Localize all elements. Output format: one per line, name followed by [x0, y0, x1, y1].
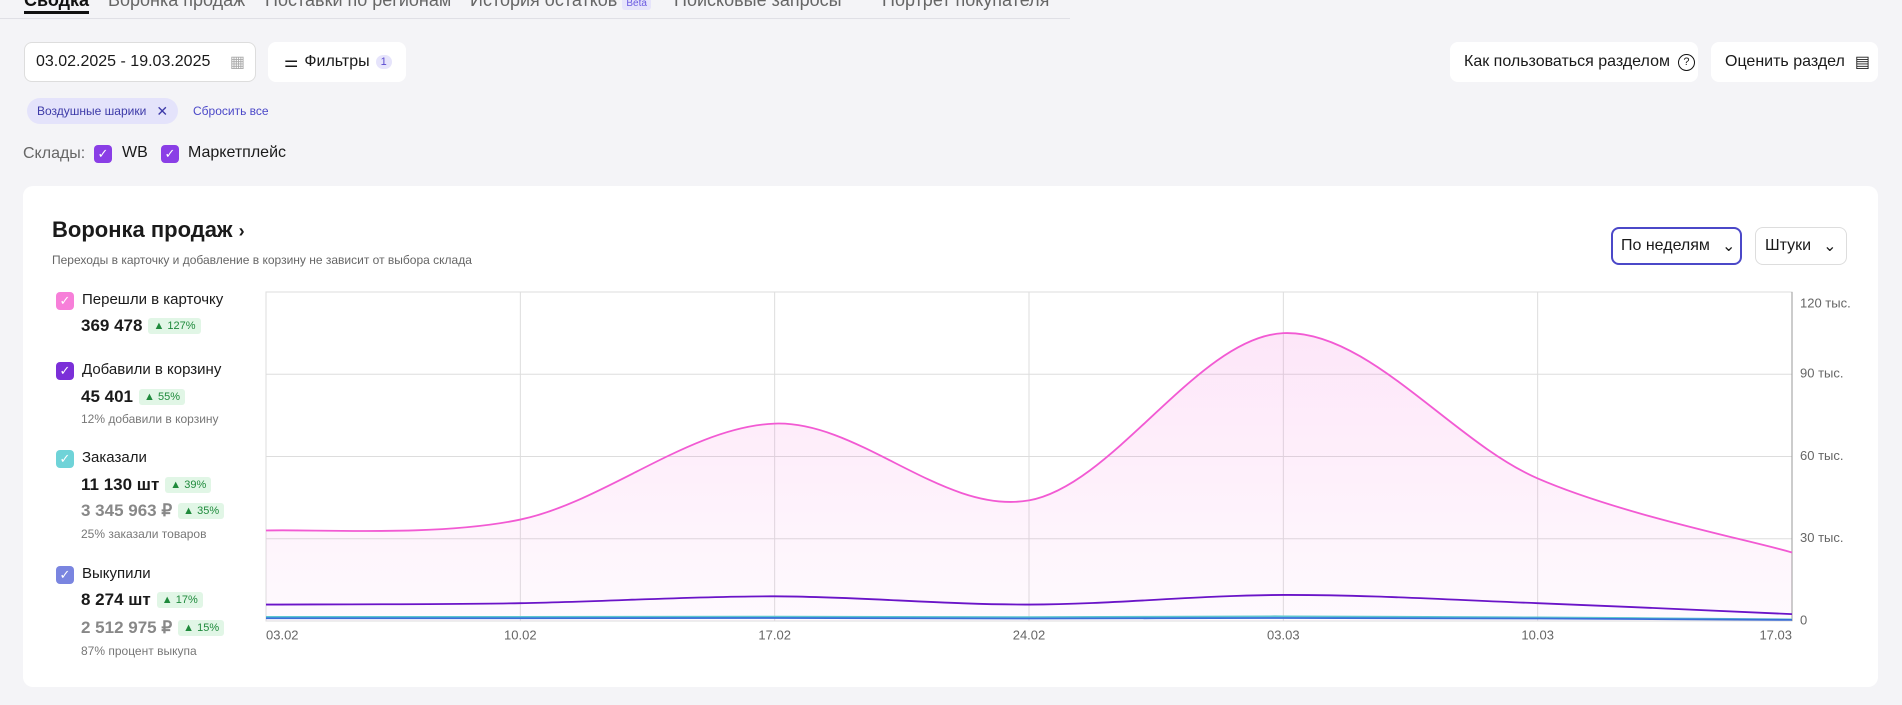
filters-button[interactable]: ⚌ Фильтры 1 [268, 42, 406, 82]
legend-name: Добавили в корзину [82, 361, 222, 378]
checkbox[interactable]: ✓ [161, 145, 179, 163]
legend-value: 369 478 ▲ 127% [81, 316, 201, 336]
legend-name: Выкупили [82, 565, 151, 582]
filters-icon: ⚌ [284, 54, 299, 71]
calendar-icon: ▦ [229, 54, 245, 71]
chip-close[interactable]: ✕ [156, 102, 169, 119]
panel-subtitle: Переходы в карточку и добавление в корзи… [52, 253, 472, 267]
change-badge: ▲ 39% [165, 477, 212, 493]
help-icon: ? [1677, 53, 1695, 71]
x-tick-label: 03.03 [1267, 627, 1300, 642]
line [265, 617, 1793, 621]
tab[interactable]: Сводка [24, 0, 90, 14]
x-tick-label: 17.03 [1759, 627, 1792, 642]
chevron: › [238, 221, 245, 241]
change: 17% [175, 594, 198, 606]
change: 127% [167, 320, 196, 332]
y-tick-label: 30 тыс. [1800, 530, 1843, 545]
filters-label: Фильтры [304, 53, 370, 70]
unit-label: Штуки [1765, 237, 1812, 254]
help-label: Как пользоваться разделом [1464, 53, 1670, 70]
value: 2 512 975 ₽ [81, 618, 173, 637]
tab[interactable]: Поисковые запросы [674, 0, 842, 10]
date-picker[interactable]: 03.02.2025 - 19.03.2025 ▦ [24, 42, 256, 82]
value: 369 478 [81, 316, 143, 335]
x-tick-label: 10.03 [1521, 627, 1554, 642]
tab[interactable]: Поставки по регионам [265, 0, 452, 10]
change: 39% [184, 479, 207, 491]
warehouses-label: Склады: [23, 145, 86, 162]
date-range: 03.02.2025 - 19.03.2025 [36, 53, 211, 70]
change: 15% [197, 622, 220, 634]
legend-value: 8 274 шт ▲ 17% [81, 590, 203, 610]
change-badge: ▲ 55% [139, 389, 185, 405]
legend-checkbox[interactable]: ✓ [56, 566, 74, 584]
value: 11 130 шт [81, 475, 160, 494]
change-badge: ▲ 17% [156, 592, 203, 608]
tab[interactable]: Воронка продаж [108, 0, 246, 10]
legend-value-2: 3 345 963 ₽ ▲ 35% [81, 501, 225, 521]
tab-label: История остатков [470, 0, 618, 10]
line [265, 615, 1793, 621]
checkbox[interactable]: ✓ [94, 145, 112, 163]
legend-note: 87% процент выкупа [81, 644, 197, 658]
tabs-divider [0, 18, 1070, 19]
tab[interactable]: История остатков Beta [470, 0, 651, 11]
legend-note: 25% заказали товаров [81, 527, 207, 541]
y-tick-label: 60 тыс. [1800, 448, 1843, 463]
legend-name: Перешли в карточку [82, 291, 224, 308]
beta-badge: Beta [622, 0, 651, 10]
reset-link[interactable]: Сбросить все [193, 104, 269, 118]
panel-title-text: Воронка продаж [52, 217, 233, 242]
x-tick-label: 10.02 [504, 627, 537, 642]
legend-name: Заказали [82, 449, 147, 466]
unit-select[interactable]: Штуки ⌄ [1755, 227, 1847, 265]
area [266, 333, 1792, 621]
x-tick-label: 17.02 [758, 627, 791, 642]
legend-value: 11 130 шт ▲ 39% [81, 475, 212, 495]
value: 3 345 963 ₽ [81, 501, 173, 520]
y-tick-label: 90 тыс. [1800, 366, 1843, 381]
period-label: По неделям [1621, 237, 1710, 254]
change: 35% [197, 505, 220, 517]
legend-value: 45 401 ▲ 55% [81, 387, 185, 407]
legend-value-2: 2 512 975 ₽ ▲ 15% [81, 618, 225, 638]
y-tick-label: 0 [1800, 612, 1807, 627]
change-badge: ▲ 35% [178, 503, 225, 519]
y-tick-label: 120 тыс. [1800, 295, 1851, 310]
help-button[interactable]: Как пользоваться разделом? [1450, 42, 1698, 82]
dropdown-arrow: ⌄ [1721, 238, 1736, 255]
change: 55% [157, 391, 180, 403]
dropdown-arrow: ⌄ [1823, 238, 1837, 255]
x-tick-label: 03.02 [266, 627, 299, 642]
legend-checkbox[interactable]: ✓ [56, 362, 74, 380]
period-select[interactable]: По неделям ⌄ [1611, 227, 1742, 265]
change-badge: ▲ 127% [148, 318, 201, 334]
rate-icon: ▤ [1854, 54, 1870, 71]
line [265, 332, 1793, 554]
rate-label: Оценить раздел [1725, 53, 1845, 70]
x-tick-label: 24.02 [1013, 627, 1046, 642]
rate-button[interactable]: Оценить раздел ▤ [1711, 42, 1878, 82]
chip-label: Воздушные шарики [37, 104, 147, 118]
legend-checkbox[interactable]: ✓ [56, 450, 74, 468]
value: 45 401 [81, 387, 133, 406]
panel-title[interactable]: Воронка продаж › [52, 217, 245, 243]
warehouse-option: Маркетплейс [188, 144, 287, 161]
filter-chip[interactable]: Воздушные шарики ✕ [27, 98, 179, 124]
change-badge: ▲ 15% [178, 620, 225, 636]
warehouse-option: WB [122, 144, 148, 161]
legend-checkbox[interactable]: ✓ [56, 292, 74, 310]
tab[interactable]: Портрет покупателя [882, 0, 1050, 10]
legend-note: 12% добавили в корзину [81, 412, 219, 426]
value: 8 274 шт [81, 590, 151, 609]
line [265, 594, 1793, 616]
filters-count: 1 [375, 55, 392, 69]
